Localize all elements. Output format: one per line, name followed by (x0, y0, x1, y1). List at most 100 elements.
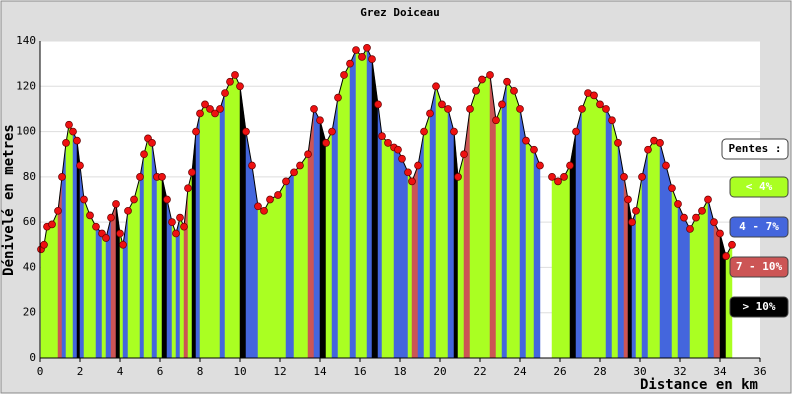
y-tick-label: 20 (23, 306, 36, 319)
point (450, 127, 458, 136)
point (172, 229, 180, 238)
slope-segment (447, 108, 455, 359)
point (346, 59, 354, 68)
point (602, 105, 610, 113)
point (274, 191, 282, 199)
point (572, 127, 580, 136)
slope-segment (209, 108, 216, 359)
slope-segment (701, 199, 709, 359)
y-tick-label: 80 (23, 170, 36, 183)
slope-segment (127, 199, 135, 359)
slope-segment (68, 123, 74, 359)
point (472, 86, 480, 95)
point (444, 105, 452, 113)
point (358, 52, 366, 61)
point (112, 200, 120, 208)
x-tick-label: 36 (753, 365, 766, 378)
slope-segment (156, 176, 163, 359)
x-tick-label: 10 (233, 365, 246, 378)
legend-label: 4 - 7% (739, 220, 779, 233)
point (266, 195, 274, 204)
point (69, 127, 77, 136)
point (408, 177, 416, 186)
slope-segment (195, 113, 201, 359)
slope-segment (377, 104, 383, 359)
point (86, 211, 94, 220)
point (188, 168, 196, 177)
x-tick-label: 8 (197, 365, 204, 378)
y-tick-label: 40 (23, 260, 36, 273)
point (566, 161, 574, 170)
x-tick-label: 32 (673, 365, 686, 378)
point (242, 127, 250, 136)
slope-segment (343, 63, 351, 359)
point (107, 213, 115, 222)
slope-segment (581, 92, 589, 359)
slope-segment (587, 92, 595, 359)
point (466, 105, 474, 113)
point (73, 136, 81, 145)
slope-segment (204, 103, 211, 359)
point (674, 200, 682, 208)
x-tick-label: 0 (37, 365, 44, 378)
slope-segment (429, 86, 437, 359)
point (536, 161, 544, 170)
point (62, 139, 70, 147)
point (236, 82, 244, 91)
slope-segment (119, 233, 124, 359)
point (492, 116, 500, 125)
slope-segment (355, 49, 363, 359)
slope-segment (469, 90, 477, 359)
slope-segment (199, 104, 206, 359)
point (58, 173, 66, 181)
slope-segment (593, 94, 601, 359)
point (76, 161, 84, 170)
slope-segment (51, 210, 59, 359)
point (498, 100, 506, 109)
slope-segment (533, 149, 541, 359)
chart-title: Grez Doiceau (360, 6, 439, 19)
point (516, 105, 524, 113)
point (432, 82, 440, 91)
x-tick-label: 16 (353, 365, 366, 378)
point (608, 116, 616, 125)
slope-segment (83, 199, 91, 359)
point (716, 229, 724, 238)
point (578, 105, 586, 113)
slope-segment (393, 146, 399, 359)
slope-segment (397, 149, 403, 359)
point (221, 89, 229, 97)
slope-segment (76, 140, 81, 359)
point (680, 213, 688, 222)
point (148, 139, 156, 147)
point (614, 139, 622, 147)
point (704, 195, 712, 204)
x-tick-label: 20 (433, 365, 446, 378)
slope-segment (319, 120, 327, 359)
x-axis-label: Distance en km (640, 377, 758, 393)
slope-segment (689, 217, 697, 359)
point (282, 177, 290, 186)
slope-segment (224, 81, 231, 359)
slope-segment (219, 93, 226, 359)
y-tick-label: 140 (16, 34, 36, 47)
point (184, 184, 192, 193)
legend-swatch (729, 216, 789, 238)
slope-segment (647, 139, 655, 359)
slope-segment (653, 140, 661, 359)
point (102, 234, 110, 242)
slope-segment (110, 203, 117, 359)
slope-segment (411, 165, 419, 359)
slope-segment (575, 108, 583, 359)
slope-segment (671, 188, 679, 359)
slope-segment (677, 203, 685, 359)
point (486, 71, 494, 79)
slope-segment (257, 205, 265, 359)
slope-segment (143, 138, 149, 359)
point (40, 240, 48, 249)
slope-segment (234, 74, 241, 359)
slope-segment (441, 103, 449, 359)
slope-segment (435, 86, 443, 359)
slope-segment (501, 81, 508, 359)
point (426, 109, 434, 118)
